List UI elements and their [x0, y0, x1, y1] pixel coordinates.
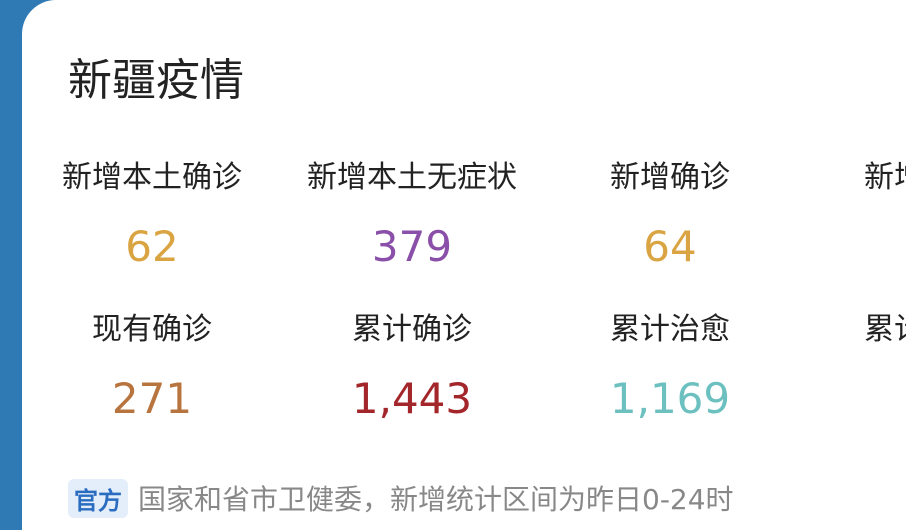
stat-label: 累计确诊 [352, 312, 472, 347]
stat-new-confirmed: 新增确诊 64 [540, 160, 800, 272]
stat-current-confirmed: 现有确诊 271 [22, 312, 282, 424]
stat-label: 现有确诊 [92, 312, 212, 347]
stat-new-local-asymptomatic: 新增本土无症状 379 [282, 160, 542, 272]
stat-value: 1,169 [609, 374, 731, 423]
stat-label: 新增本土无症状 [307, 160, 517, 195]
stat-total-cured: 累计治愈 1,169 [540, 312, 800, 424]
source-note: 官方 国家和省市卫健委，新增统计区间为昨日0-24时 [68, 478, 734, 518]
page-title: 新疆疫情 [68, 55, 244, 106]
stat-value: 271 [111, 374, 193, 423]
stat-label: 累计治愈 [610, 312, 730, 347]
stat-value: 62 [125, 222, 179, 271]
stat-value: 1,443 [351, 374, 473, 423]
stat-label: 新增确诊 [610, 160, 730, 195]
stat-new-local-confirmed: 新增本土确诊 62 [22, 160, 282, 272]
stat-total-confirmed: 累计确诊 1,443 [282, 312, 542, 424]
stat-value: 64 [643, 222, 697, 271]
official-badge: 官方 [68, 478, 128, 518]
stat-label-truncated: 新增 [864, 160, 906, 195]
stat-label: 新增本土确诊 [62, 160, 242, 195]
stat-value: 379 [371, 222, 453, 271]
source-text: 国家和省市卫健委，新增统计区间为昨日0-24时 [138, 483, 734, 516]
epidemic-card: 新疆疫情 新增本土确诊 62 新增本土无症状 379 新增确诊 64 新增 现有… [22, 0, 906, 530]
stat-label-truncated: 累计 [864, 312, 906, 347]
